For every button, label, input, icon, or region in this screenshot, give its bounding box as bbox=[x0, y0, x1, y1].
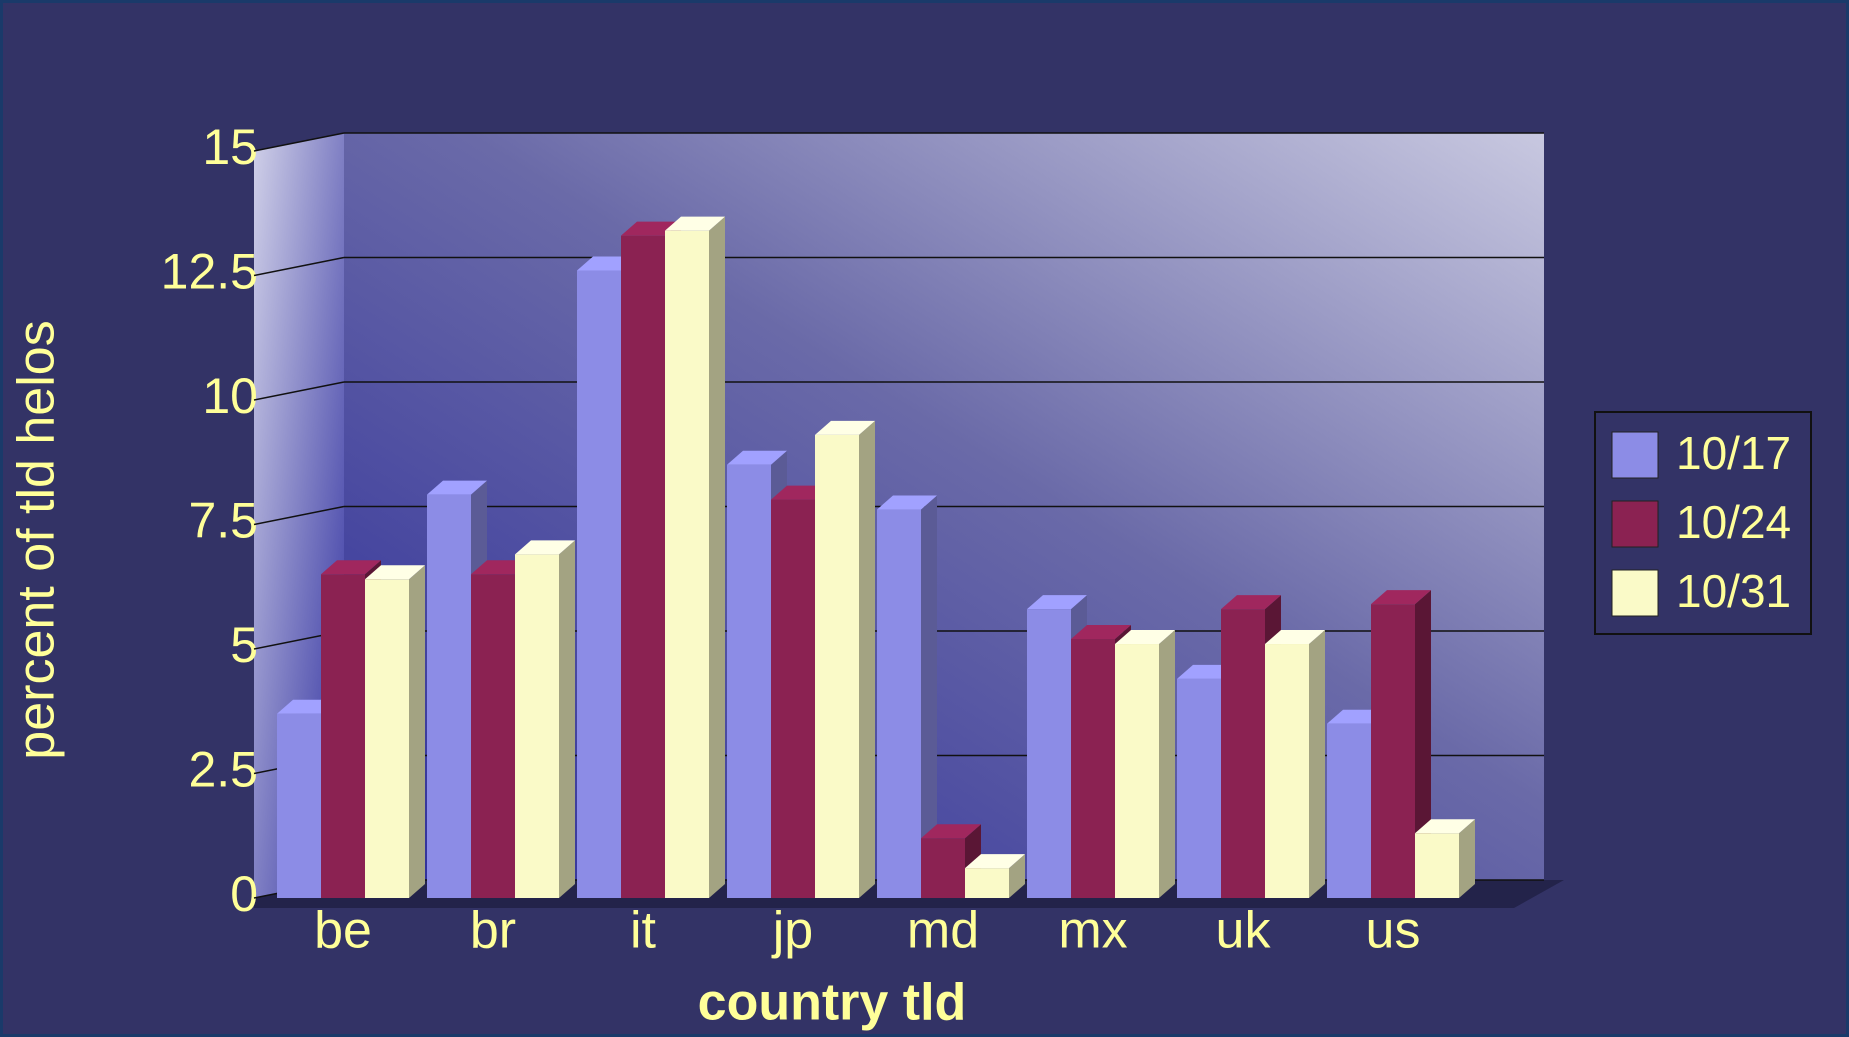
bar-top bbox=[815, 420, 875, 435]
bar bbox=[321, 574, 365, 898]
legend-label: 10/31 bbox=[1676, 565, 1791, 617]
bar-side bbox=[559, 540, 575, 898]
grid-line-side bbox=[253, 256, 345, 277]
bar bbox=[1371, 604, 1415, 898]
y-tick-label: 2.5 bbox=[188, 742, 258, 798]
x-tick-label: be bbox=[314, 902, 372, 960]
grid-line-side bbox=[253, 505, 345, 526]
bar-top bbox=[365, 565, 425, 580]
y-tick-label: 7.5 bbox=[188, 493, 258, 549]
bar bbox=[727, 464, 771, 898]
bar bbox=[1071, 639, 1115, 898]
bar bbox=[921, 838, 965, 898]
bar bbox=[1221, 609, 1265, 898]
bar-top bbox=[727, 450, 787, 465]
bar-top bbox=[877, 495, 937, 510]
legend-swatch bbox=[1611, 431, 1659, 479]
bar-side bbox=[1009, 854, 1025, 898]
bar-side bbox=[1415, 590, 1431, 898]
bar-side bbox=[859, 420, 875, 898]
bar bbox=[1115, 644, 1159, 898]
bar bbox=[965, 868, 1009, 898]
bar-top bbox=[321, 560, 381, 575]
bar bbox=[815, 434, 859, 898]
x-tick-label: uk bbox=[1216, 902, 1272, 960]
bar-top bbox=[515, 540, 575, 555]
bar bbox=[1177, 678, 1221, 898]
bar-side bbox=[1159, 630, 1175, 898]
bar bbox=[1415, 833, 1459, 898]
y-tick-label: 10 bbox=[202, 368, 258, 424]
bar bbox=[1265, 644, 1309, 898]
bar-top bbox=[665, 216, 725, 231]
y-axis-label: percent of tld helos bbox=[8, 320, 66, 759]
x-tick-label: us bbox=[1366, 902, 1421, 960]
y-tick-label: 12.5 bbox=[161, 244, 258, 300]
bar-side bbox=[921, 495, 937, 898]
bar-top bbox=[1415, 819, 1475, 834]
bar bbox=[427, 494, 471, 898]
bar-side bbox=[409, 565, 425, 898]
bar-side bbox=[1459, 819, 1475, 898]
bar bbox=[665, 230, 709, 898]
bar bbox=[277, 713, 321, 898]
bar bbox=[877, 509, 921, 898]
legend-label: 10/17 bbox=[1676, 427, 1791, 479]
bar-top bbox=[1027, 595, 1087, 610]
bar bbox=[577, 270, 621, 898]
bar-top bbox=[921, 824, 981, 839]
bar bbox=[515, 554, 559, 898]
x-tick-label: br bbox=[470, 902, 516, 960]
bar-top bbox=[1221, 595, 1281, 610]
bar bbox=[471, 574, 515, 898]
bar bbox=[1327, 723, 1371, 898]
bar bbox=[1027, 609, 1071, 898]
legend-box bbox=[1594, 411, 1812, 635]
legend-label: 10/24 bbox=[1676, 496, 1791, 548]
grid-line-side bbox=[253, 132, 345, 152]
bar-side bbox=[1309, 630, 1325, 898]
x-tick-label: mx bbox=[1058, 902, 1127, 960]
legend-swatch bbox=[1611, 500, 1659, 548]
bar-top bbox=[1071, 625, 1131, 640]
x-tick-label: md bbox=[907, 902, 979, 960]
bar-top bbox=[1115, 630, 1175, 645]
bar-top bbox=[1265, 630, 1325, 645]
grid-line-side bbox=[253, 381, 345, 401]
bar bbox=[771, 499, 815, 898]
x-axis-label: country tld bbox=[698, 974, 967, 1032]
bar-top bbox=[427, 480, 487, 495]
x-tick-label: jp bbox=[771, 902, 813, 960]
y-tick-label: 0 bbox=[230, 866, 258, 922]
y-tick-label: 15 bbox=[202, 119, 258, 175]
x-tick-label: it bbox=[630, 902, 657, 960]
bar-side bbox=[709, 216, 725, 898]
bar-top bbox=[965, 854, 1025, 869]
bar bbox=[365, 579, 409, 898]
bar-top bbox=[1371, 590, 1431, 605]
bar bbox=[621, 235, 665, 898]
legend-swatch bbox=[1611, 569, 1659, 617]
y-tick-label: 5 bbox=[230, 617, 258, 673]
